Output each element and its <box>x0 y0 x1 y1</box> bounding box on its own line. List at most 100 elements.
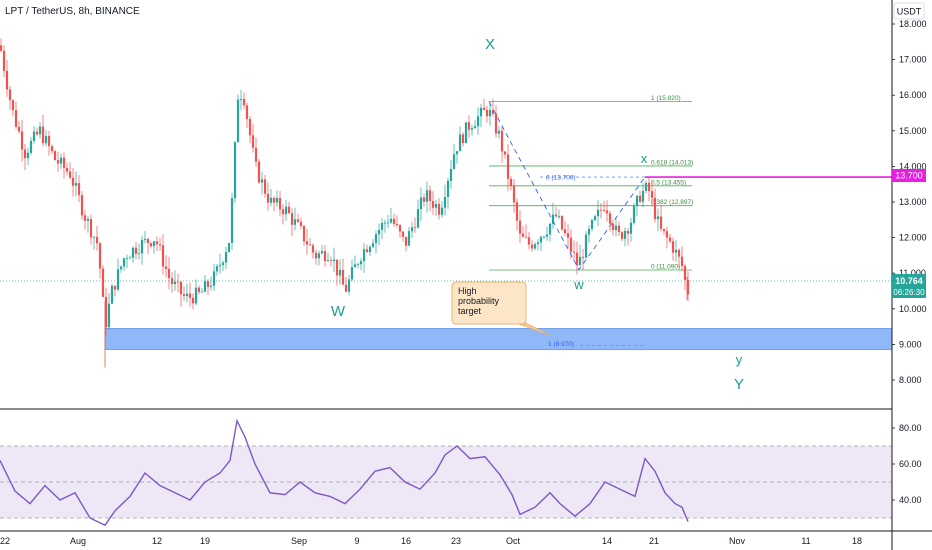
annotation-callout[interactable]: High probability target <box>451 281 553 337</box>
candle-body <box>467 122 471 130</box>
candle-body <box>455 151 459 155</box>
candle-body <box>524 236 528 238</box>
candle-body <box>20 131 24 150</box>
candle-body <box>161 245 165 267</box>
wave-label: w <box>573 277 584 292</box>
candle-body <box>377 229 381 235</box>
candle-body <box>533 244 537 249</box>
candle-body <box>302 225 306 242</box>
price-axis[interactable]: 18.000 17.000 16.000 15.000 14.000 13.000 12.0… <box>892 19 927 385</box>
candle-body <box>41 126 45 144</box>
candle-body <box>551 214 555 224</box>
candle-body <box>443 196 447 208</box>
target-label: 1 (8.970) <box>548 341 574 348</box>
candle-body <box>584 234 588 258</box>
fib-retracement[interactable]: 1 (15.820) 0.618 (14.013) 0 (13.700) 0.5 (1… <box>489 95 693 270</box>
candle-body <box>674 249 678 253</box>
candle-body <box>272 197 276 203</box>
candle-body <box>539 236 543 243</box>
candle-body <box>629 222 633 234</box>
candle-body <box>155 241 159 245</box>
candle-body <box>380 222 384 230</box>
candle-body <box>371 243 375 247</box>
candle-body <box>164 266 168 269</box>
price-tick-label: 12.000 <box>899 233 927 243</box>
candle-body <box>485 109 489 117</box>
candle-body <box>557 216 561 217</box>
candle-body <box>578 256 582 266</box>
candle-body <box>308 244 312 246</box>
currency-badge[interactable] <box>893 2 925 20</box>
candle-body <box>77 183 81 196</box>
time-tick-label: Aug <box>70 536 86 546</box>
candle-body <box>452 154 456 169</box>
rsi-tick-label: 60.00 <box>899 459 922 469</box>
candle-body <box>197 287 201 292</box>
candle-body <box>95 236 99 244</box>
wave-labels: Xx Ww yY <box>331 36 744 393</box>
candle-body <box>191 297 195 304</box>
candle-body <box>623 230 627 239</box>
candle-body <box>389 218 393 223</box>
candle-body <box>131 247 135 258</box>
candle-body <box>518 220 522 234</box>
candle-body <box>437 203 441 215</box>
candle-body <box>650 191 654 198</box>
price-tick-label: 17.000 <box>899 55 927 65</box>
candle-body <box>554 214 558 217</box>
candle-body <box>647 182 651 192</box>
price-tick-label: 18.000 <box>899 19 927 29</box>
candle-body <box>449 168 453 181</box>
wave-label: Y <box>734 376 744 393</box>
fib-level-label: 0.382 (12.897) <box>651 199 693 206</box>
candle-body <box>404 236 408 246</box>
time-tick-label: Oct <box>506 536 521 546</box>
candle-body <box>494 113 498 134</box>
candle-body <box>560 216 564 230</box>
candle-body <box>491 110 495 114</box>
time-tick-label: 21 <box>649 536 659 546</box>
candle-body <box>59 157 63 164</box>
candle-body <box>8 89 12 101</box>
candle-body <box>266 193 270 203</box>
candle-body <box>392 218 396 224</box>
candle-body <box>290 213 294 225</box>
price-tick-label: 9.000 <box>899 339 922 349</box>
candle-body <box>605 210 609 214</box>
time-tick-label: Sep <box>291 536 307 546</box>
candle-body <box>503 151 507 155</box>
candle-body <box>284 206 288 215</box>
candle-body <box>74 183 78 186</box>
time-tick-label: 16 <box>401 536 411 546</box>
candle-body <box>527 237 531 245</box>
candle-body <box>581 256 585 258</box>
rsi-axis[interactable]: 80.00 60.00 40.00 <box>892 423 922 505</box>
candle-body <box>440 207 444 215</box>
candle-body <box>206 281 210 287</box>
candle-body <box>35 131 39 135</box>
candle-body <box>269 197 273 203</box>
candle-body <box>665 231 669 238</box>
candle-body <box>566 233 570 238</box>
candle-body <box>56 160 60 164</box>
candle-body <box>134 247 138 254</box>
candle-body <box>410 227 414 232</box>
price-tick-label: 11.000 <box>899 268 926 278</box>
candle-body <box>611 223 615 230</box>
candle-body <box>668 237 672 242</box>
candle-body <box>356 264 360 266</box>
candle-body <box>140 239 144 254</box>
candle-body <box>14 110 18 127</box>
candle-body <box>683 265 687 280</box>
candle-body <box>176 281 180 283</box>
candle-body <box>512 185 516 203</box>
candle-body <box>113 285 117 290</box>
candle-body <box>179 281 183 295</box>
candle-body <box>305 241 309 245</box>
candle-body <box>98 243 102 269</box>
time-axis[interactable]: 22 Aug 12 19 Sep 9 16 23 Oct 14 21 Nov 11 18 <box>0 536 862 546</box>
price-tick-label: 8.000 <box>899 375 922 385</box>
candles <box>0 38 690 368</box>
candle-body <box>89 219 93 238</box>
